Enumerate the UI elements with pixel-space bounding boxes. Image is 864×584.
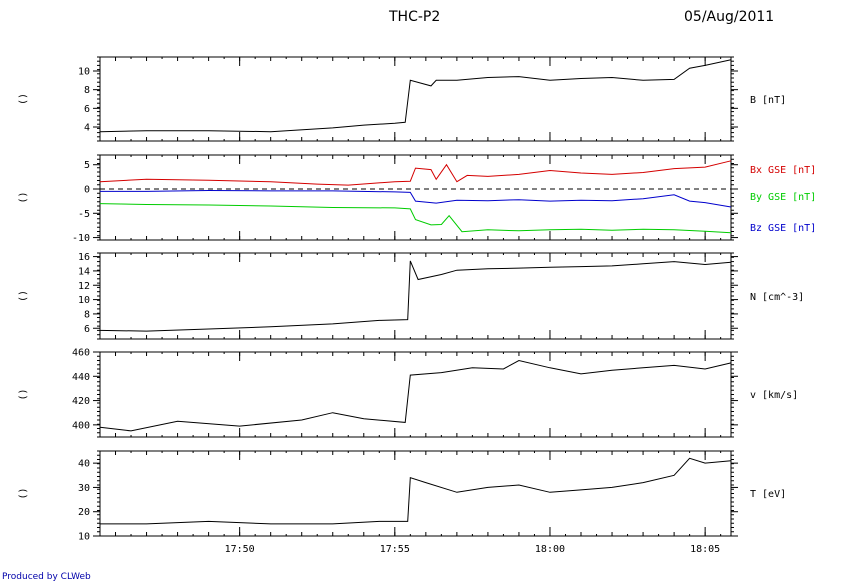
series-line [100, 457, 732, 525]
y-axis-label: () [18, 191, 29, 203]
panel-frame [99, 450, 732, 537]
series-label: Bz GSE [nT] [750, 223, 816, 234]
x-tick-label: 17:50 [225, 544, 255, 555]
y-axis-label: () [18, 487, 29, 499]
x-tick-label: 18:00 [535, 544, 565, 555]
chart-date: 05/Aug/2011 [684, 9, 775, 25]
y-tick-label: 8 [84, 85, 90, 96]
y-tick-label: 440 [72, 372, 90, 383]
y-tick-label: 14 [78, 266, 90, 277]
y-tick-label: 460 [72, 348, 90, 359]
y-tick-label: 4 [84, 123, 90, 134]
panel-frame [99, 56, 732, 142]
y-tick-label: -10 [72, 233, 90, 244]
y-tick-label: 10 [78, 295, 90, 306]
panel-frame [99, 351, 732, 438]
y-tick-label: 10 [78, 532, 90, 543]
chart-title: THC-P2 [389, 9, 441, 25]
series-line [99, 59, 732, 133]
panel-4: 400 420 440 460 v [km/s] () [18, 348, 798, 438]
series-line [99, 260, 732, 332]
y-tick-label: 420 [72, 396, 90, 407]
x-tick-label: 18:05 [690, 544, 720, 555]
series-line [99, 359, 732, 432]
series-label: v [km/s] [750, 390, 798, 401]
panel-frame [99, 252, 732, 340]
y-axis-label: () [18, 290, 29, 302]
y-tick-label: 10 [78, 67, 90, 78]
series-line [100, 189, 732, 208]
y-axis-label: () [18, 388, 29, 400]
y-tick-label: 8 [84, 309, 90, 320]
series-line [99, 160, 732, 186]
y-tick-label: 6 [84, 324, 90, 335]
series-label: B [nT] [750, 95, 786, 106]
series-label: By GSE [nT] [750, 192, 816, 203]
y-tick-label: 12 [78, 281, 90, 292]
series-label: Bx GSE [nT] [750, 165, 816, 176]
y-axis-label: () [18, 93, 29, 105]
y-tick-label: 0 [84, 185, 90, 196]
y-tick-label: 400 [72, 420, 90, 431]
series-line [99, 203, 732, 234]
series-label: T [eV] [750, 489, 786, 500]
y-tick-label: 6 [84, 104, 90, 115]
y-tick-label: 5 [84, 160, 90, 171]
panel-5: 10 20 30 40 T [eV] () 17:50 17:55 18:00 18:05 [18, 450, 786, 555]
panel-1: 4 6 8 10 B [nT] () [18, 56, 786, 142]
series-label: N [cm^-3] [750, 292, 804, 303]
y-tick-label: 16 [78, 252, 90, 263]
y-tick-label: -5 [78, 209, 90, 220]
x-tick-label: 17:55 [380, 544, 410, 555]
y-tick-label: 30 [78, 483, 90, 494]
panel-3: 6 8 10 12 14 16 N [cm^-3] () [18, 252, 804, 340]
panel-2: 5 0 -5 -10 Bx GSE [nT] By GSE [nT] Bz GSE [nT]… [18, 154, 816, 244]
y-tick-label: 40 [78, 459, 90, 470]
y-tick-label: 20 [78, 507, 90, 518]
credit-text: Produced by CLWeb [2, 572, 91, 582]
